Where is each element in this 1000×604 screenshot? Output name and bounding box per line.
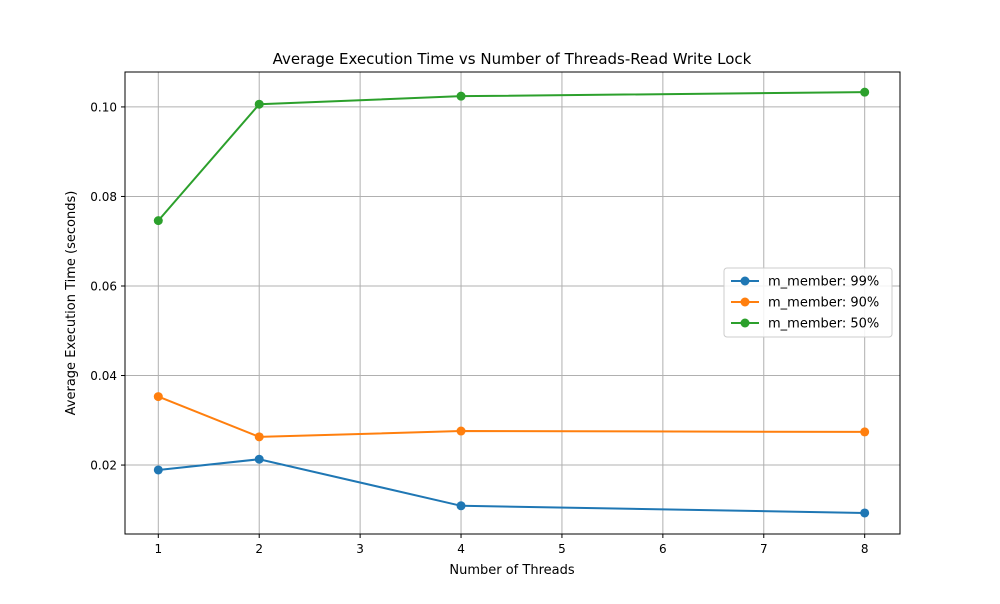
- data-point: [254, 432, 264, 442]
- x-tick-label: 6: [659, 542, 667, 556]
- y-tick-label: 0.10: [90, 100, 117, 114]
- data-point: [860, 87, 870, 97]
- y-tick-label: 0.08: [90, 190, 117, 204]
- legend-swatch-marker: [740, 297, 750, 307]
- x-tick-label: 1: [154, 542, 162, 556]
- series-1: [153, 392, 870, 442]
- x-tick-label: 7: [760, 542, 768, 556]
- x-tick-label: 4: [457, 542, 465, 556]
- legend-swatch-marker: [740, 318, 750, 328]
- legend-swatch-marker: [740, 276, 750, 286]
- data-point: [254, 454, 264, 464]
- axis-ticks: 1 2 3 4 5 6 7 8 0.02 0.04 0.06 0.08 0.10: [90, 100, 868, 556]
- y-axis-label: Average Execution Time (seconds): [64, 191, 79, 416]
- y-tick-label: 0.06: [90, 279, 117, 293]
- series-line: [157, 91, 865, 222]
- series-layer: [153, 87, 870, 518]
- plot-area-frame: [124, 71, 901, 535]
- legend-box: [723, 267, 893, 338]
- data-point: [254, 99, 264, 109]
- series-line: [158, 458, 865, 514]
- data-point: [456, 91, 466, 101]
- legend-label: m_member: 50%: [768, 317, 879, 332]
- data-point: [860, 427, 870, 437]
- legend: m_member: 99% m_member: 90% m_member: 50%: [723, 267, 893, 338]
- series-2: [153, 87, 870, 226]
- x-axis-label: Number of Threads: [449, 563, 574, 578]
- x-tick-label: 5: [558, 542, 566, 556]
- legend-label: m_member: 90%: [768, 296, 879, 311]
- y-tick-label: 0.02: [90, 459, 117, 473]
- x-tick-label: 3: [356, 542, 364, 556]
- data-point: [456, 426, 466, 436]
- data-point: [860, 508, 870, 518]
- data-point: [153, 216, 163, 226]
- data-point: [153, 465, 163, 475]
- data-point: [456, 501, 466, 511]
- x-tick-label: 2: [255, 542, 263, 556]
- series-0: [153, 454, 870, 518]
- series-line: [157, 395, 865, 438]
- chart-title: Average Execution Time vs Number of Thre…: [273, 50, 752, 68]
- y-tick-label: 0.04: [90, 369, 117, 383]
- data-point: [153, 392, 163, 402]
- legend-label: m_member: 99%: [768, 275, 879, 290]
- grid: [125, 72, 900, 534]
- x-tick-label: 8: [861, 542, 869, 556]
